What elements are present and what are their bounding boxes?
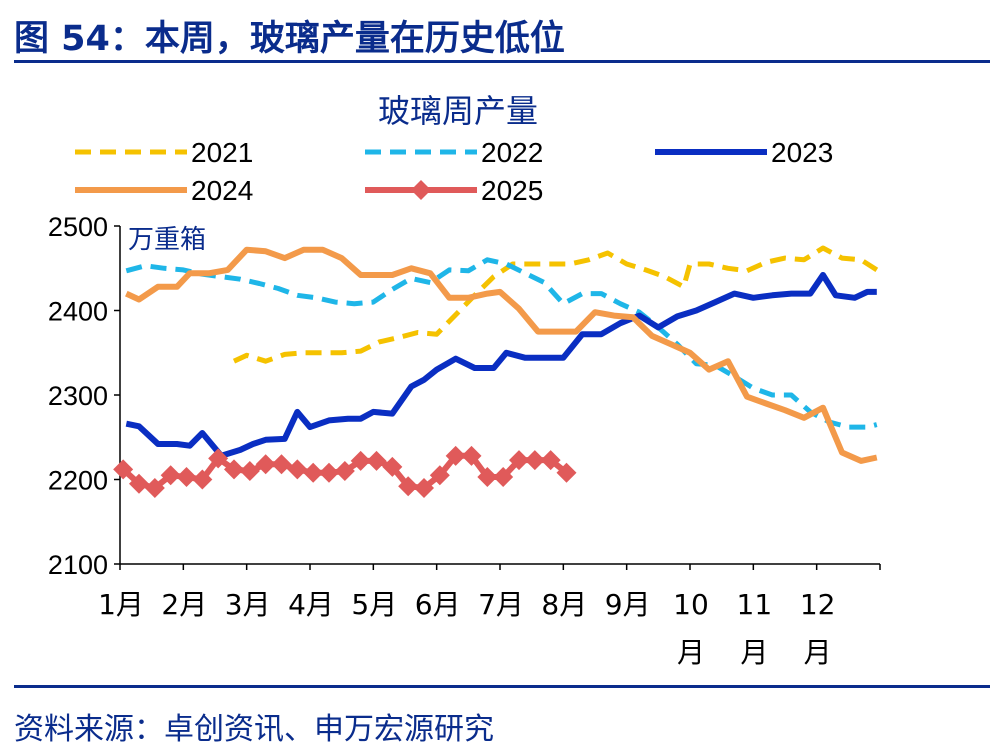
- legend-label: 2024: [191, 175, 253, 206]
- top-divider: [14, 60, 990, 63]
- x-tick-label: 1月: [98, 588, 144, 621]
- x-tick-label: 11 月: [737, 588, 773, 669]
- legend-label: 2023: [771, 137, 833, 168]
- x-tick-label: 5月: [351, 588, 397, 621]
- series-2021: [232, 245, 879, 364]
- data-point: [271, 454, 292, 475]
- x-tick-label-line: 10: [673, 588, 709, 621]
- data-point: [255, 454, 276, 475]
- legend-marker: [411, 180, 431, 200]
- x-tick-label-line: 月: [804, 636, 832, 669]
- x-tick-label-line: 11: [737, 588, 773, 621]
- y-tick-label: 2500: [48, 212, 108, 242]
- x-tick-label: 9月: [605, 588, 651, 621]
- legend-label: 2021: [191, 137, 253, 168]
- x-tick-label: 12 月: [800, 588, 836, 669]
- series-2024: [125, 246, 878, 464]
- x-tick-label-line: 9月: [605, 588, 651, 621]
- data-point: [319, 462, 339, 483]
- y-tick-label: 2400: [48, 297, 108, 327]
- series-line-2023: [125, 272, 877, 459]
- legend-label: 2025: [481, 175, 543, 206]
- x-tick-label-line: 5月: [351, 588, 397, 621]
- x-tick-label-line: 月: [740, 636, 768, 669]
- y-axis: 2100 2200 2300 2400 2500: [48, 212, 121, 580]
- data-point: [176, 466, 197, 487]
- data-point: [350, 450, 371, 471]
- data-point: [382, 456, 403, 477]
- data-point: [509, 450, 529, 471]
- x-tick-label: 6月: [415, 588, 461, 621]
- series-line-2024: [125, 246, 878, 464]
- y-tick-label: 2200: [48, 466, 108, 496]
- chart-title: 玻璃周产量: [378, 92, 538, 130]
- figure-header: 图 54：本周，玻璃产量在历史低位: [14, 0, 990, 62]
- data-point: [239, 461, 260, 482]
- x-tick-label-line: 月: [677, 636, 705, 669]
- data-point: [493, 466, 514, 487]
- x-tick-label: 8月: [541, 588, 587, 621]
- series-line-2021: [232, 245, 879, 364]
- figure-title: 图 54：本周，玻璃产量在历史低位: [14, 19, 565, 59]
- data-point: [398, 476, 419, 497]
- x-tick-label: 7月: [478, 588, 524, 621]
- data-point: [192, 469, 213, 490]
- legend-label: 2022: [481, 137, 543, 168]
- x-tick-label-line: 1月: [98, 588, 144, 621]
- legend-item-2025: 2025: [365, 175, 543, 206]
- series-2025: [113, 445, 577, 498]
- x-tick-label-line: 3月: [225, 588, 271, 621]
- unit-label: 万重箱: [128, 225, 206, 255]
- data-point: [540, 450, 561, 471]
- data-point: [556, 462, 577, 483]
- legend-item-2024: 2024: [75, 175, 253, 206]
- data-point: [366, 450, 387, 471]
- data-point: [445, 445, 466, 466]
- x-tick-label: 2月: [161, 588, 207, 621]
- data-point: [160, 465, 181, 486]
- x-tick-label: 3月: [225, 588, 271, 621]
- data-point: [113, 459, 134, 480]
- data-point: [287, 459, 308, 480]
- legend-item-2023: 2023: [655, 137, 833, 168]
- data-point: [334, 461, 355, 482]
- x-tick-label-line: 7月: [478, 588, 524, 621]
- data-point: [414, 477, 434, 498]
- x-tick-label-line: 2月: [161, 588, 207, 621]
- legend-item-2021: 2021: [75, 137, 253, 168]
- data-point: [429, 465, 450, 486]
- data-point: [461, 445, 482, 466]
- data-point: [477, 466, 498, 487]
- data-point: [303, 462, 324, 483]
- data-point: [208, 448, 229, 469]
- x-tick-label: 10 月: [673, 588, 709, 669]
- data-point: [144, 477, 165, 498]
- data-point: [524, 450, 545, 471]
- series-line-2022: [125, 257, 878, 430]
- series-2023: [125, 272, 877, 459]
- x-tick-label-line: 6月: [415, 588, 461, 621]
- series-2022: [125, 257, 878, 430]
- data-point: [129, 473, 149, 494]
- x-tick-label-line: 12: [800, 588, 836, 621]
- data-point: [224, 459, 244, 480]
- source-note: 资料来源：卓创资讯、申万宏源研究: [14, 712, 494, 747]
- x-tick-label: 4月: [288, 588, 334, 621]
- legend-item-2022: 2022: [365, 137, 543, 168]
- y-tick-label: 2100: [48, 550, 108, 580]
- legend: 2021 2022 2023 2024 2025: [75, 137, 833, 206]
- x-tick-label-line: 4月: [288, 588, 334, 621]
- plot-series: [113, 245, 879, 498]
- bottom-divider: [14, 685, 990, 688]
- x-axis: 1月 2月 3月 4月 5月 6月 7月 8月 9月 10 月 11 月 12 月: [98, 563, 881, 669]
- x-tick-label-line: 8月: [541, 588, 587, 621]
- y-tick-label: 2300: [48, 381, 108, 411]
